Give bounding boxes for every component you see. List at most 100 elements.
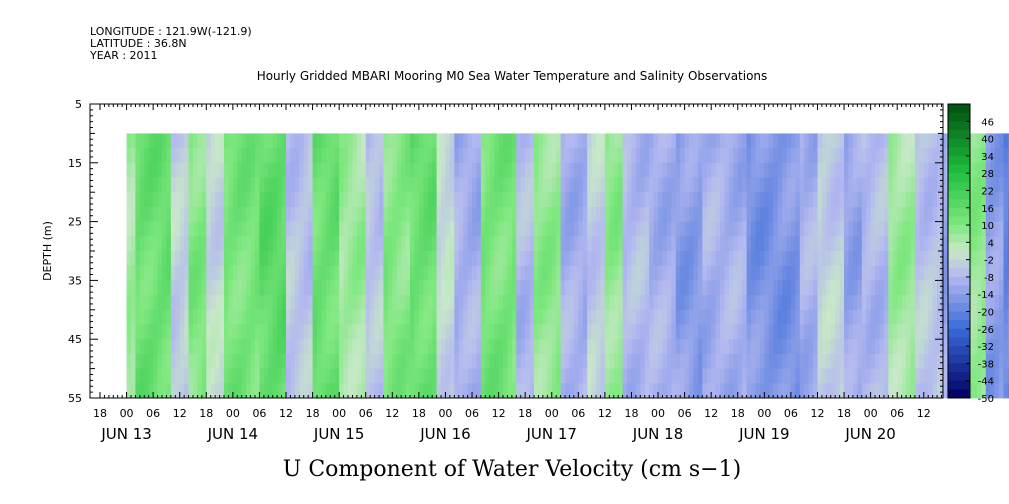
heatmap-cell [981,383,987,399]
heatmap-cell [232,339,238,355]
heatmap-cell [777,206,783,222]
heatmap-cell [751,251,756,267]
heatmap-cell [184,236,189,252]
heatmap-cell [317,206,322,222]
heatmap-cell [565,368,570,384]
heatmap-cell [569,206,575,222]
heatmap-cell [728,324,734,340]
heatmap-cell [923,309,929,325]
heatmap-cell [370,280,375,296]
heatmap-cell [259,280,265,296]
heatmap-cell [228,206,234,222]
heatmap-cell [250,339,256,355]
heatmap-cell [290,148,296,164]
heatmap-cell [644,177,650,193]
heatmap-cell [999,177,1004,193]
heatmap-cell [755,148,761,164]
heatmap-cell [175,383,181,399]
heatmap-cell [148,133,154,149]
heatmap-cell [441,383,446,399]
heatmap-cell [697,221,703,237]
heatmap-cell [237,353,243,369]
heatmap-cell [631,324,637,340]
heatmap-cell [675,353,681,369]
heatmap-cell [392,309,398,325]
heatmap-cell [312,339,318,355]
heatmap-cell [516,295,522,311]
heatmap-cell [303,206,309,222]
heatmap-cell [737,265,743,281]
heatmap-cell [556,339,561,355]
heatmap-cell [923,206,929,222]
heatmap-cell [883,206,889,222]
heatmap-cell [454,339,460,355]
heatmap-cell [454,295,460,311]
heatmap-cell [352,324,358,340]
heatmap-cell [804,192,810,208]
heatmap-cell [768,280,774,296]
heatmap-cell [565,133,570,149]
heatmap-cell [250,221,256,237]
heatmap-cell [768,206,774,222]
heatmap-cell [600,133,606,149]
heatmap-cell [720,148,725,164]
heatmap-cell [706,133,712,149]
heatmap-cell [166,383,172,399]
heatmap-cell [821,353,827,369]
heatmap-cell [866,177,872,193]
heatmap-cell [179,221,185,237]
heatmap-cell [458,280,464,296]
heatmap-cell [689,383,694,399]
colorbar-swatch [948,121,970,131]
heatmap-cell [383,353,389,369]
heatmap-cell [711,148,717,164]
heatmap-cell [804,353,810,369]
heatmap-cell [542,295,548,311]
heatmap-cell [361,280,367,296]
heatmap-cell [755,162,761,178]
heatmap-cell [627,309,632,325]
heatmap-cell [711,133,717,149]
heatmap-cell [317,368,322,384]
heatmap-cell [166,177,172,193]
heatmap-cell [210,251,216,267]
heatmap-cell [281,295,287,311]
heatmap-cell [210,162,216,178]
heatmap-cell [472,324,477,340]
colorbar-swatch [948,147,970,157]
heatmap-cell [839,339,845,355]
heatmap-cell [883,353,889,369]
heatmap-cell [600,192,606,208]
heatmap-cell [507,192,513,208]
heatmap-cell [666,383,672,399]
heatmap-cell [387,383,393,399]
heatmap-cell [711,324,717,340]
heatmap-cell [635,368,641,384]
heatmap-cell [303,148,309,164]
heatmap-cell [635,148,641,164]
heatmap-cell [179,236,185,252]
heatmap-cell [897,353,903,369]
heatmap-cell [396,192,402,208]
heatmap-cell [246,339,251,355]
heatmap-cell [821,177,827,193]
heatmap-cell [387,133,393,149]
heatmap-cell [534,133,539,149]
heatmap-cell [157,192,163,208]
heatmap-cell [467,236,473,252]
heatmap-cell [680,192,686,208]
heatmap-cell [875,280,880,296]
heatmap-cell [618,383,624,399]
heatmap-cell [503,353,508,369]
heatmap-cell [861,339,867,355]
heatmap-cell [148,206,154,222]
heatmap-cell [870,339,876,355]
heatmap-cell [600,353,606,369]
heatmap-cell [848,324,854,340]
heatmap-cell [613,148,619,164]
heatmap-cell [808,148,814,164]
heatmap-cell [808,339,814,355]
heatmap-cell [852,309,858,325]
heatmap-cell [379,353,384,369]
heatmap-cell [764,221,770,237]
